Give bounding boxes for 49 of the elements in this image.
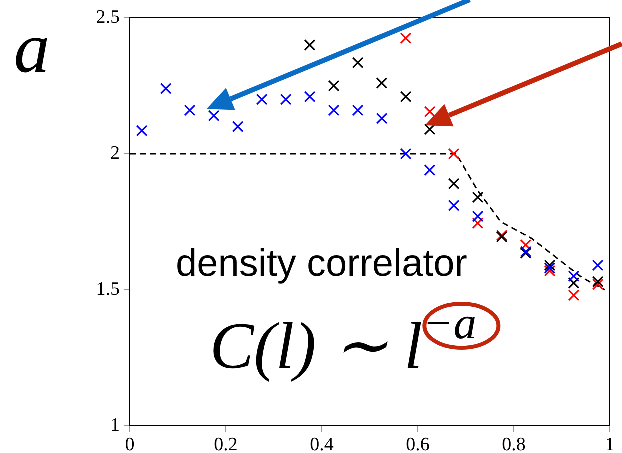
point — [352, 104, 364, 116]
point — [256, 94, 268, 106]
x-tick-label: 0 — [125, 434, 135, 453]
point — [544, 265, 556, 277]
point — [544, 260, 556, 272]
point — [424, 124, 436, 136]
point — [376, 112, 388, 124]
point — [592, 260, 604, 272]
y-tick-label: 2 — [110, 142, 120, 164]
point — [400, 32, 412, 44]
point — [400, 148, 412, 160]
point — [136, 125, 148, 137]
x-tick-label: 0.6 — [406, 434, 430, 453]
point — [568, 277, 580, 289]
point — [328, 80, 340, 92]
point — [472, 218, 484, 230]
y-tick-label: 1 — [110, 414, 120, 436]
point — [448, 148, 460, 160]
y-tick-label: 2.5 — [96, 6, 120, 28]
point — [472, 210, 484, 222]
point — [568, 290, 580, 302]
y-tick-label: 1.5 — [96, 278, 120, 300]
point — [328, 104, 340, 116]
text: a — [14, 8, 50, 88]
point — [448, 200, 460, 212]
point — [520, 239, 532, 251]
point — [232, 121, 244, 133]
point — [424, 106, 436, 118]
x-tick-label: 0.8 — [502, 434, 526, 453]
point — [472, 192, 484, 204]
point — [352, 57, 364, 69]
x-tick-label: 0.2 — [214, 434, 238, 453]
point — [280, 94, 292, 106]
point — [160, 82, 172, 94]
x-tick-label: 1 — [605, 434, 615, 453]
x-tick-label: 0.4 — [310, 434, 334, 453]
point — [544, 262, 556, 274]
point — [400, 91, 412, 103]
point — [304, 39, 316, 51]
annotation: density correlator — [176, 243, 468, 285]
point — [568, 270, 580, 282]
point — [448, 178, 460, 190]
point — [376, 78, 388, 90]
point — [592, 278, 604, 290]
point — [208, 110, 220, 122]
point — [424, 164, 436, 176]
point — [304, 91, 316, 103]
point — [184, 104, 196, 116]
point — [592, 276, 604, 288]
